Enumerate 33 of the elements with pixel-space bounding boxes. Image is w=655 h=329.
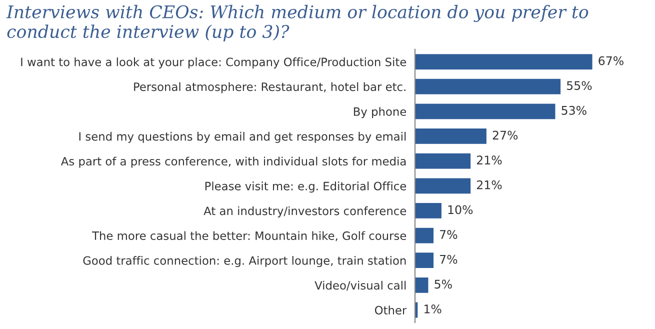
data-label: 27% xyxy=(492,130,518,140)
data-label: 10% xyxy=(448,205,473,214)
data-label: 1% xyxy=(424,304,442,314)
y-tick-label: I send my questions by email and get responses by email xyxy=(79,132,406,143)
data-label: 67% xyxy=(598,56,624,66)
bar xyxy=(415,252,434,268)
y-tick-label: As part of a press conference, with individual slots for media xyxy=(60,156,406,168)
y-tick-label: I want to have a look at your place: Company Office/Production Site xyxy=(21,57,406,68)
chart-title: Interviews with CEOs: Which medium or location do you prefer to conduct the interview (up to 3)? xyxy=(6,4,588,42)
data-label: 5% xyxy=(434,280,452,289)
bar xyxy=(415,128,486,144)
data-label: 55% xyxy=(567,81,592,90)
data-label: 7% xyxy=(440,254,458,264)
y-tick-label: At an industry/investors conference xyxy=(204,206,406,218)
bar xyxy=(415,178,471,194)
bar xyxy=(415,228,434,244)
bar xyxy=(415,153,471,169)
y-tick-label: By phone xyxy=(354,107,406,118)
y-tick-label: Personal atmosphere: Restaurant, hotel bar etc. xyxy=(134,82,406,94)
y-tick-label: Good traffic connection: e.g. Airport lounge, train station xyxy=(83,256,406,268)
y-tick-label: Video/visual call xyxy=(314,280,406,291)
y-tick-label: Please visit me: e.g. Editorial Office xyxy=(205,182,406,193)
bar xyxy=(415,54,592,70)
y-tick-label: The more casual the better: Mountain hike, Golf course xyxy=(92,231,406,242)
data-label: 7% xyxy=(440,230,458,239)
data-label: 53% xyxy=(562,106,586,115)
data-label: 21% xyxy=(476,180,502,190)
bar xyxy=(415,203,442,218)
bar xyxy=(415,277,428,293)
bar xyxy=(415,78,561,94)
data-label: 21% xyxy=(476,156,502,164)
bar xyxy=(415,104,556,120)
y-tick-label: Other xyxy=(374,306,407,314)
